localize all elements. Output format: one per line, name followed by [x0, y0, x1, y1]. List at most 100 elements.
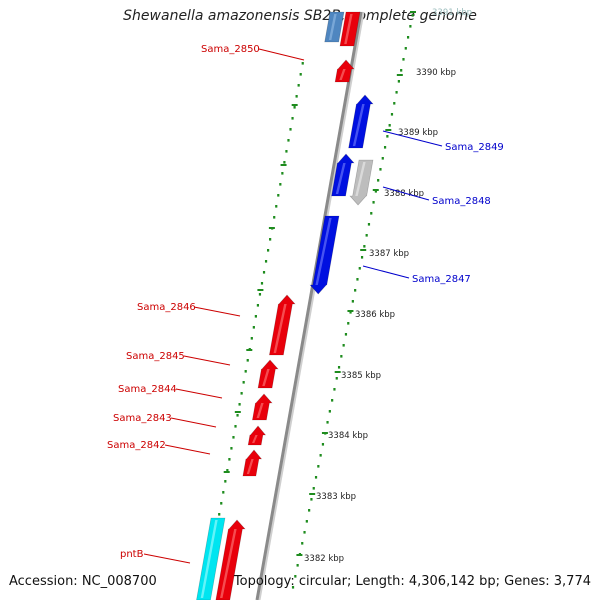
ruler-dot — [349, 311, 352, 314]
gene-sama-2850 — [334, 59, 355, 83]
ruler-dot — [386, 135, 389, 138]
gene-sama-2842-highlight — [246, 459, 254, 474]
ruler-dot — [374, 190, 377, 193]
ruler-dot — [377, 179, 380, 182]
ruler-dot — [342, 344, 345, 347]
gene-steel-top-highlight — [328, 14, 337, 40]
gene-steel-top — [324, 11, 345, 43]
ruler-dot — [351, 300, 354, 303]
ruler-dot — [356, 278, 359, 281]
label-sama-2844: Sama_2844 — [118, 384, 177, 395]
gene-sama-2846 — [269, 294, 296, 356]
ruler-dot — [258, 293, 262, 296]
ruler-dot — [228, 458, 231, 461]
gene-steel-top-body — [324, 11, 345, 43]
ruler-dot — [250, 337, 253, 340]
gene-red-bottom — [215, 519, 246, 600]
ruler-dot — [273, 216, 276, 219]
ruler-dot — [256, 304, 260, 307]
ruler-dot — [240, 392, 243, 395]
ruler-dot — [400, 69, 403, 72]
ruler-dot — [220, 502, 223, 505]
ruler-dot — [299, 73, 302, 76]
label-sama-2845: Sama_2845 — [126, 351, 185, 362]
label-sama-2847: Sama_2847 — [412, 274, 471, 285]
gene-sama-2845 — [257, 359, 279, 389]
ruler-dot — [360, 256, 364, 259]
ruler-dot — [328, 410, 331, 413]
ruler-dot — [267, 249, 270, 252]
ruler-dot — [254, 315, 257, 318]
backbone-line — [255, 11, 363, 600]
gene-sama-2843-highlight — [252, 435, 258, 443]
ruler-dot — [372, 201, 375, 204]
ruler-dot — [234, 425, 237, 428]
ruler-dot — [296, 564, 299, 567]
ruler-dot — [230, 447, 233, 450]
ruler-dot — [301, 62, 304, 65]
ruler-dot — [370, 212, 373, 215]
ruler-dot — [297, 84, 300, 87]
gene-sama-2842 — [242, 449, 263, 477]
leader-sama-2845 — [183, 355, 231, 366]
ruler-dot — [337, 366, 341, 369]
accession-text: Accession: NC_008700 — [9, 574, 157, 589]
gene-sama-2846-body — [269, 294, 296, 356]
ruler-dot — [285, 150, 288, 153]
ruler-dot — [340, 355, 343, 358]
ruler-dot — [321, 443, 325, 446]
ruler-dot — [275, 205, 278, 208]
ruler-dot — [367, 223, 371, 226]
ruler-dot — [264, 260, 268, 263]
ruler-dot — [314, 476, 318, 479]
ruler-dot — [277, 194, 280, 197]
ruler-dot — [238, 403, 241, 406]
ruler-dot — [393, 102, 396, 105]
ruler-dot — [289, 128, 292, 131]
ruler-dot — [354, 289, 357, 292]
gene-sama-2845-highlight — [262, 369, 270, 386]
ruler-dot — [279, 183, 282, 186]
ruler-dot — [303, 531, 306, 534]
label-pntb: pntB — [120, 549, 144, 560]
gene-cyan-bottom — [196, 517, 226, 600]
ruler-tick-label: 3391 kbp — [432, 8, 472, 18]
ruler-dot — [381, 157, 384, 160]
ruler-dot — [397, 80, 400, 83]
gene-sama-2846-highlight — [273, 304, 287, 353]
leader-sama-2849 — [382, 130, 443, 147]
ruler-dot — [301, 542, 304, 545]
leader-sama-2846 — [193, 306, 241, 317]
gene-red-top-highlight — [344, 14, 353, 44]
ruler-dot — [402, 58, 405, 61]
gene-sama-2848-body — [349, 159, 374, 206]
gene-sama-2844-highlight — [256, 403, 264, 418]
gene-sama-2849-body — [348, 94, 374, 149]
gene-sama-2850-highlight — [339, 69, 346, 80]
ruler-dot — [232, 436, 235, 439]
leader-sama-2850 — [258, 48, 305, 61]
gene-sama-2848 — [349, 159, 374, 206]
topology-text: Topology: circular; Length: 4,306,142 bp… — [233, 574, 591, 589]
ruler-dot — [312, 487, 315, 490]
ruler-dot — [244, 370, 247, 373]
ruler-dot — [379, 168, 382, 171]
gene-red-top-body — [339, 11, 361, 47]
leader-sama-2842 — [164, 444, 211, 455]
ruler-dot — [308, 509, 311, 512]
gene-red-bottom-body — [215, 519, 246, 600]
ruler-tick-label: 3387 kbp — [369, 249, 409, 259]
ruler-dot — [218, 513, 221, 516]
ruler-tick-label: 3382 kbp — [304, 554, 344, 564]
ruler-tick-label: 3385 kbp — [341, 371, 381, 381]
ruler-dot — [236, 414, 239, 417]
ruler-tick-label: 3389 kbp — [398, 128, 438, 138]
gene-red-bottom-highlight — [220, 529, 237, 598]
label-sama-2842: Sama_2842 — [107, 440, 166, 451]
ruler-dot — [363, 245, 366, 248]
gene-blue-small-highlight — [335, 163, 346, 194]
ruler-dot — [411, 14, 414, 17]
label-sama-2849: Sama_2849 — [445, 142, 504, 153]
ruler-dot — [404, 47, 407, 50]
